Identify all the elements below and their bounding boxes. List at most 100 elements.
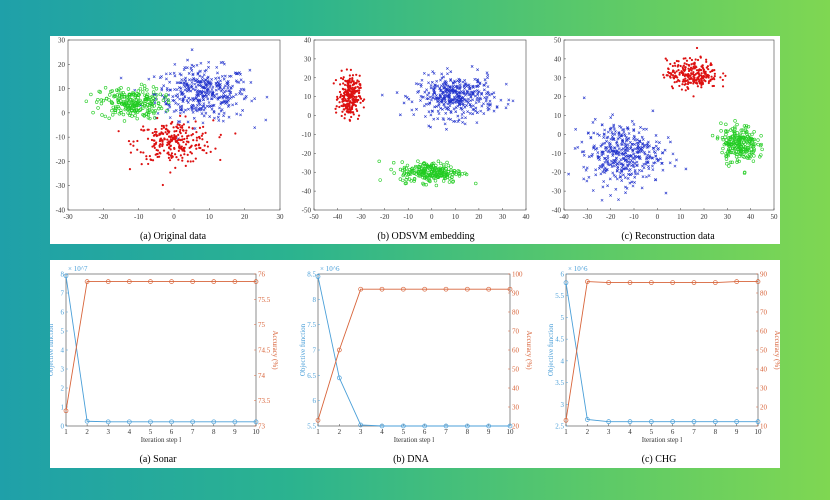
point-red <box>177 158 180 161</box>
point-green <box>402 172 406 176</box>
point-red <box>129 143 132 146</box>
point-red <box>152 144 156 147</box>
point-blue <box>459 98 463 101</box>
point-green <box>141 106 145 111</box>
point-green <box>158 92 163 96</box>
point-blue <box>606 130 610 134</box>
point-blue <box>239 113 242 117</box>
point-blue <box>167 93 171 97</box>
point-red <box>349 108 352 112</box>
point-red <box>181 135 184 138</box>
x-tick-label: 3 <box>607 428 611 436</box>
point-red <box>342 95 345 99</box>
point-red <box>197 143 201 146</box>
point-green <box>166 98 171 102</box>
point-green <box>444 172 449 177</box>
point-red <box>160 124 164 127</box>
point-green <box>725 129 730 134</box>
point-green <box>139 107 143 111</box>
x-axis-label: Iteration step l <box>642 436 682 444</box>
point-green <box>412 177 417 182</box>
point-blue <box>626 147 630 151</box>
point-red <box>354 86 357 89</box>
point-green <box>442 169 447 173</box>
x-tick-label: 30 <box>724 213 732 221</box>
point-blue <box>666 136 670 139</box>
axis-multiplier: × 10^7 <box>68 265 88 273</box>
objective-marker <box>422 423 428 429</box>
point-blue <box>606 156 610 160</box>
point-blue <box>194 85 198 89</box>
point-green <box>424 164 428 168</box>
point-red <box>665 59 669 62</box>
right-tick-label: 10 <box>760 423 768 431</box>
point-blue <box>661 168 665 172</box>
point-red <box>340 69 343 72</box>
point-blue <box>640 186 644 190</box>
point-green <box>144 97 149 102</box>
point-blue <box>222 62 226 66</box>
point-blue <box>162 84 166 88</box>
point-blue <box>205 82 209 86</box>
point-green <box>151 85 156 89</box>
point-red <box>703 78 706 82</box>
objective-marker <box>84 418 90 424</box>
point-blue <box>190 81 194 84</box>
point-green <box>728 137 732 141</box>
point-red <box>209 150 212 153</box>
right-axis-label: Accuracy (%) <box>525 330 533 370</box>
point-red <box>182 123 185 126</box>
point-blue <box>424 102 428 106</box>
point-green <box>738 148 743 152</box>
point-blue <box>199 61 203 65</box>
point-blue <box>204 93 208 97</box>
point-red <box>697 71 700 74</box>
point-blue <box>601 150 605 154</box>
scatter-figure-panel: (a) Original data (b) ODSVM embedding (c… <box>50 36 780 244</box>
point-blue <box>486 106 490 110</box>
point-red <box>188 146 191 149</box>
point-red <box>182 129 185 132</box>
point-red <box>201 138 204 141</box>
point-blue <box>188 78 191 82</box>
point-blue <box>231 103 235 107</box>
point-blue <box>200 112 204 115</box>
point-red <box>347 87 350 90</box>
point-green <box>110 108 114 113</box>
point-blue <box>620 170 624 173</box>
point-red <box>724 74 727 77</box>
point-green <box>439 171 443 176</box>
x-tick-label: 5 <box>149 428 153 436</box>
point-blue <box>629 173 632 177</box>
point-red <box>174 135 178 138</box>
point-red <box>332 82 335 85</box>
point-green <box>423 176 428 180</box>
point-blue <box>669 140 672 144</box>
point-red <box>679 64 682 68</box>
point-blue <box>651 164 654 168</box>
point-red <box>671 74 675 77</box>
x-tick-label: 4 <box>128 428 132 436</box>
point-blue <box>485 71 489 75</box>
point-blue <box>187 107 190 111</box>
point-green <box>150 102 154 107</box>
point-green <box>452 170 456 175</box>
point-red <box>177 133 180 136</box>
point-green <box>758 155 762 159</box>
point-blue <box>220 108 224 112</box>
point-red <box>234 132 237 135</box>
point-green <box>133 113 137 118</box>
point-blue <box>486 102 490 106</box>
convergence-figure-panel: (a) Sonar (b) DNA (c) CHG 1 2 3 4 5 6 7 8 9 10 Ite… <box>50 260 780 468</box>
point-red <box>348 101 351 104</box>
x-axis-label: Iteration step l <box>141 436 181 444</box>
point-blue <box>639 126 642 129</box>
point-blue <box>626 163 629 167</box>
y-tick-label: 30 <box>58 37 66 45</box>
point-blue <box>427 91 431 95</box>
left-tick-label: 3.5 <box>555 379 564 387</box>
right-tick-label: 100 <box>512 271 523 279</box>
point-red <box>192 139 195 142</box>
point-blue <box>208 90 212 94</box>
point-red <box>142 151 145 154</box>
